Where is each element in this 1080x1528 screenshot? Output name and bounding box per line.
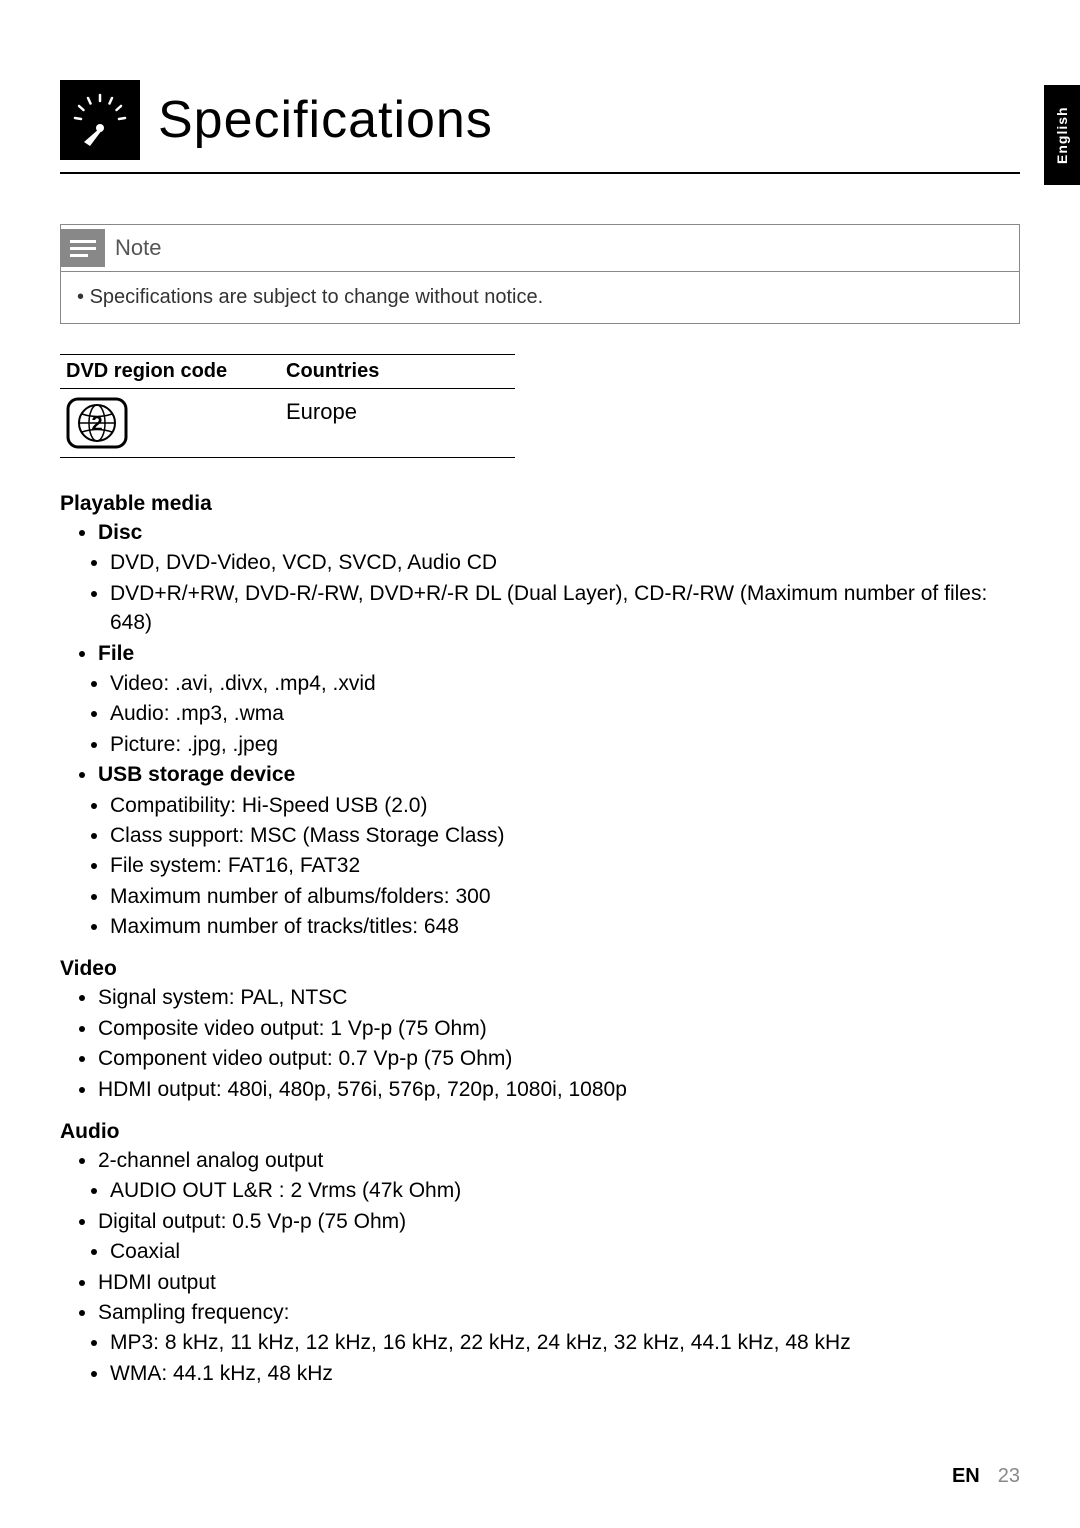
list-item: Video: .avi, .divx, .mp4, .xvid: [110, 669, 1020, 698]
gauge-icon: [60, 80, 140, 160]
list-item: Coaxial: [110, 1237, 1020, 1266]
list-item: Component video output: 0.7 Vp-p (75 Ohm…: [98, 1044, 1020, 1073]
audio-sub4: MP3: 8 kHz, 11 kHz, 12 kHz, 16 kHz, 22 k…: [60, 1328, 1020, 1388]
list-item: Composite video output: 1 Vp-p (75 Ohm): [98, 1014, 1020, 1043]
disc-label: Disc: [98, 518, 1020, 547]
region-table: DVD region code Countries 2 Europe: [60, 354, 515, 458]
usb-outer: USB storage device: [60, 760, 1020, 789]
region-country: Europe: [286, 399, 357, 425]
region-col-countries: Countries: [286, 360, 379, 383]
list-item: HDMI output: [98, 1268, 1020, 1297]
list-item: DVD+R/+RW, DVD-R/-RW, DVD+R/-R DL (Dual …: [110, 579, 1020, 638]
list-item: MP3: 8 kHz, 11 kHz, 12 kHz, 16 kHz, 22 k…: [110, 1328, 1020, 1357]
disc-items: DVD, DVD-Video, VCD, SVCD, Audio CD DVD+…: [60, 548, 1020, 637]
list-item: 2-channel analog output: [98, 1146, 1020, 1175]
list-item: Picture: .jpg, .jpeg: [110, 730, 1020, 759]
region-globe-icon: 2: [66, 397, 128, 449]
playable-media-heading: Playable media: [60, 492, 1020, 516]
usb-label: USB storage device: [98, 760, 1020, 789]
language-tab: English: [1044, 85, 1080, 185]
page-footer: EN 23: [952, 1465, 1020, 1488]
region-table-header: DVD region code Countries: [60, 354, 515, 389]
note-label: Note: [115, 235, 161, 261]
note-text: Specifications are subject to change wit…: [90, 286, 544, 308]
audio-list2: Digital output: 0.5 Vp-p (75 Ohm): [60, 1207, 1020, 1236]
footer-page: 23: [998, 1465, 1020, 1487]
video-heading: Video: [60, 957, 1020, 981]
list-item: DVD, DVD-Video, VCD, SVCD, Audio CD: [110, 548, 1020, 577]
list-item: Maximum number of albums/folders: 300: [110, 882, 1020, 911]
list-item: WMA: 44.1 kHz, 48 kHz: [110, 1359, 1020, 1388]
note-icon: [61, 229, 105, 267]
note-box: Note • Specifications are subject to cha…: [60, 224, 1020, 324]
video-list: Signal system: PAL, NTSC Composite video…: [60, 983, 1020, 1104]
page-title: Specifications: [158, 90, 493, 150]
page-header: Specifications: [60, 80, 1020, 174]
list-item: Compatibility: Hi-Speed USB (2.0): [110, 791, 1020, 820]
audio-sub2: Coaxial: [60, 1237, 1020, 1266]
file-label: File: [98, 639, 1020, 668]
list-item: Sampling frequency:: [98, 1298, 1020, 1327]
playable-media-list: Disc: [60, 518, 1020, 547]
audio-list: 2-channel analog output: [60, 1146, 1020, 1175]
note-header: Note: [61, 225, 1019, 272]
region-col-code: DVD region code: [66, 360, 286, 383]
file-items: Video: .avi, .divx, .mp4, .xvid Audio: .…: [60, 669, 1020, 759]
svg-text:2: 2: [91, 413, 102, 435]
footer-lang: EN: [952, 1465, 980, 1487]
usb-items: Compatibility: Hi-Speed USB (2.0) Class …: [60, 791, 1020, 942]
list-item: Class support: MSC (Mass Storage Class): [110, 821, 1020, 850]
list-item: Maximum number of tracks/titles: 648: [110, 912, 1020, 941]
audio-sub1: AUDIO OUT L&R : 2 Vrms (47k Ohm): [60, 1176, 1020, 1205]
list-item: Signal system: PAL, NTSC: [98, 983, 1020, 1012]
list-item: HDMI output: 480i, 480p, 576i, 576p, 720…: [98, 1075, 1020, 1104]
region-table-row: 2 Europe: [60, 389, 515, 458]
note-body: • Specifications are subject to change w…: [61, 272, 1019, 323]
list-item: Digital output: 0.5 Vp-p (75 Ohm): [98, 1207, 1020, 1236]
file-outer: File: [60, 639, 1020, 668]
audio-heading: Audio: [60, 1120, 1020, 1144]
list-item: AUDIO OUT L&R : 2 Vrms (47k Ohm): [110, 1176, 1020, 1205]
list-item: File system: FAT16, FAT32: [110, 851, 1020, 880]
audio-list3: HDMI output Sampling frequency:: [60, 1268, 1020, 1328]
list-item: Audio: .mp3, .wma: [110, 699, 1020, 728]
